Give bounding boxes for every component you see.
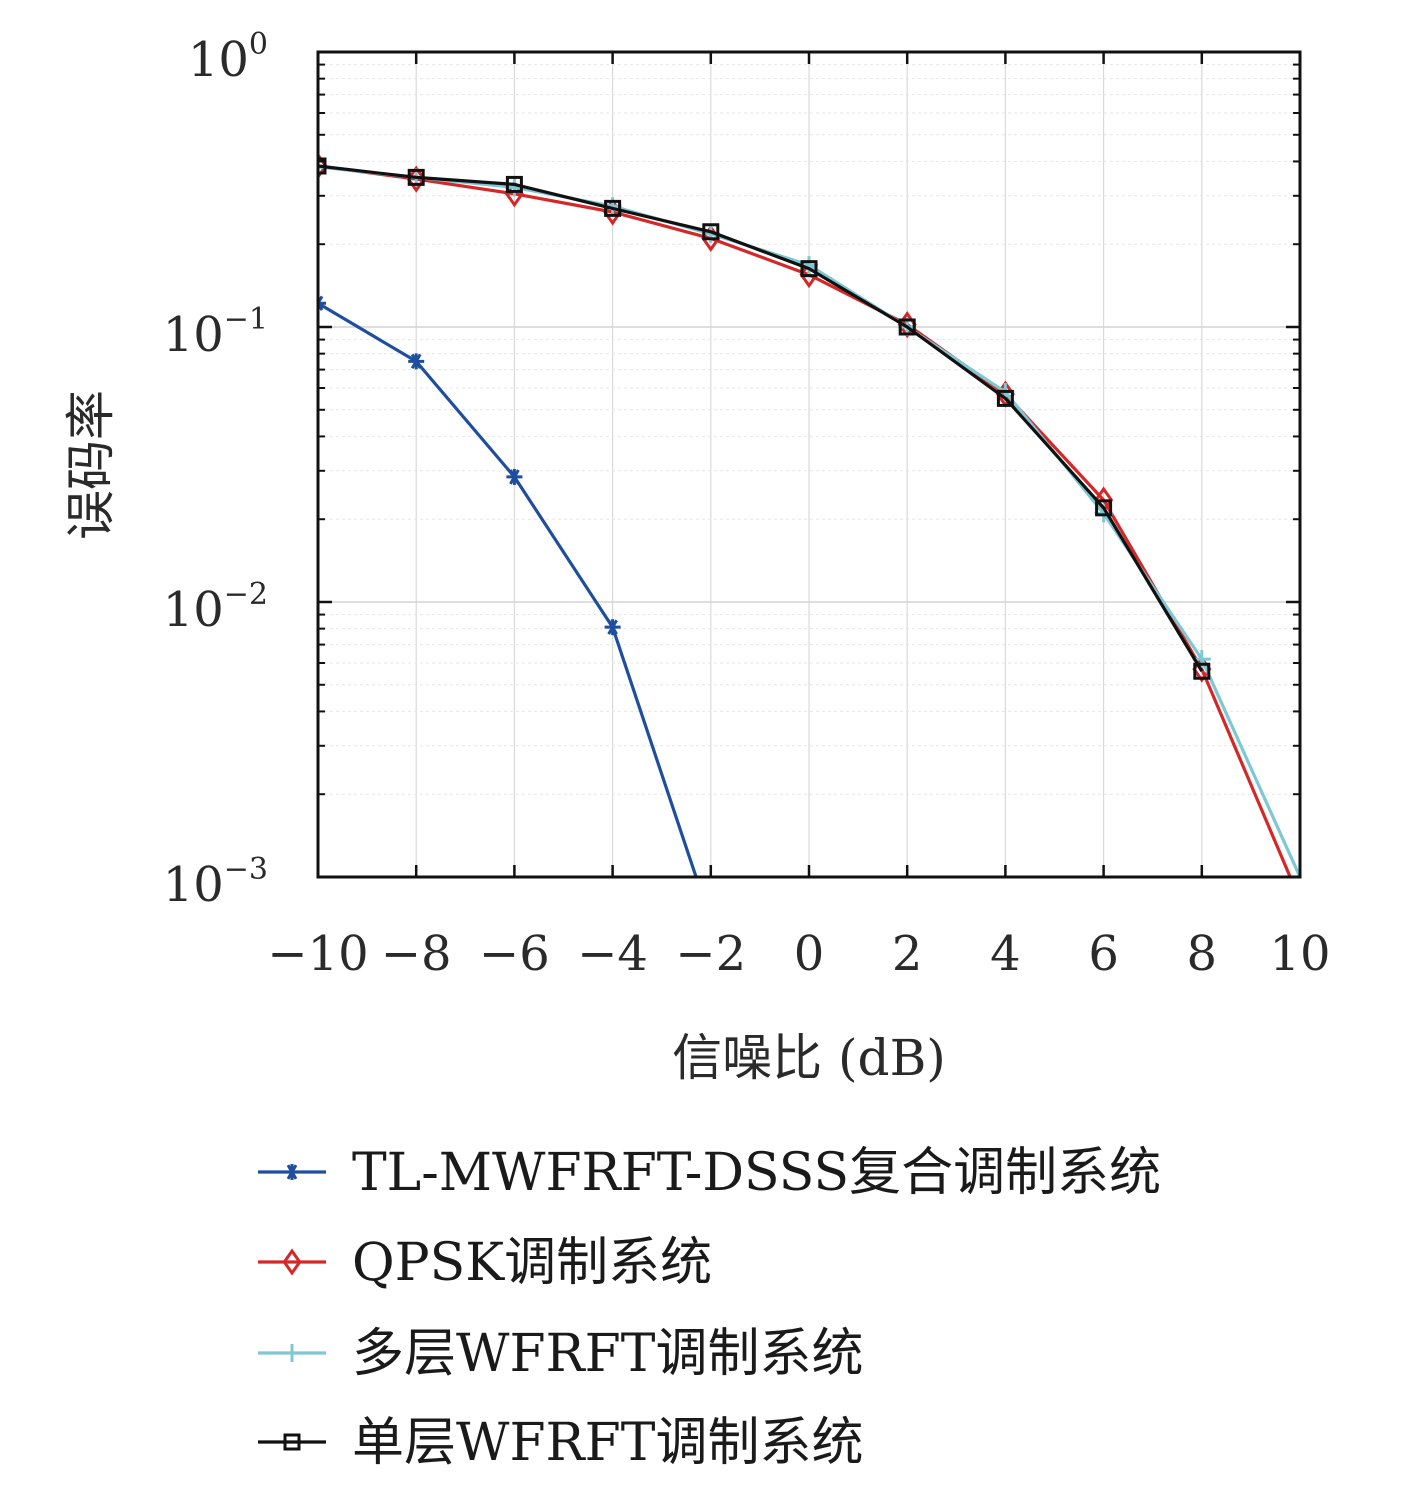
legend-item: QPSK调制系统 — [258, 1233, 712, 1293]
data-point — [408, 353, 425, 370]
data-point — [1193, 662, 1211, 680]
marker-shape — [898, 318, 916, 336]
marker-shape — [505, 175, 523, 193]
data-point — [505, 175, 523, 193]
legend: TL-MWFRFT-DSSS复合调制系统 QPSK调制系统多层WFRFT调制系统单… — [258, 1143, 1161, 1473]
x-tick-label: −8 — [381, 926, 452, 982]
x-tick-label: 4 — [990, 926, 1021, 982]
marker-shape — [282, 1248, 302, 1276]
marker-shape — [283, 1433, 301, 1451]
x-tick-label: −10 — [267, 926, 368, 982]
y-tick-label: 10−2 — [163, 577, 268, 638]
marker-shape — [1193, 662, 1211, 680]
legend-item: TL-MWFRFT-DSSS复合调制系统 — [258, 1143, 1161, 1203]
data-point — [506, 468, 523, 485]
legend-item: 多层WFRFT调制系统 — [258, 1324, 863, 1384]
marker-shape — [604, 199, 622, 217]
x-tick-label: −6 — [479, 926, 550, 982]
marker-shape — [318, 157, 327, 175]
ticks — [316, 50, 1302, 879]
marker-shape — [800, 260, 818, 278]
legend-label: QPSK调制系统 — [352, 1233, 712, 1293]
y-tick-label: 10−3 — [163, 852, 268, 913]
marker-shape — [1095, 499, 1113, 517]
marker-stroke — [318, 300, 324, 311]
marker-shape — [996, 389, 1014, 407]
x-tick-label: 0 — [794, 926, 825, 982]
legend-marker — [284, 1164, 300, 1180]
legend-marker — [282, 1248, 302, 1276]
data-point — [702, 223, 720, 241]
legend-marker — [283, 1344, 301, 1362]
series-4 — [318, 157, 1211, 680]
data-point — [1095, 499, 1113, 517]
y-tick-label: 10−1 — [163, 302, 268, 363]
data-point — [898, 318, 916, 336]
data-point — [604, 199, 622, 217]
y-tick-label: 100 — [188, 27, 268, 88]
y-tick-labels: 100 10−1 10−2 10−3 — [163, 27, 268, 913]
data-point — [318, 295, 326, 312]
x-tick-label: −4 — [577, 926, 648, 982]
marker-stroke — [318, 295, 324, 307]
series-line — [318, 164, 1204, 673]
marker-shape — [407, 168, 425, 186]
series-group — [318, 152, 1300, 877]
data-point — [318, 157, 327, 175]
series-1 — [318, 295, 698, 877]
x-tick-label: −2 — [675, 926, 746, 982]
data-point — [604, 619, 621, 636]
x-tick-labels: −10 −8 −6 −4 −2 0 2 4 6 8 10 — [267, 926, 1330, 982]
data-point — [800, 260, 818, 278]
y-axis-title: 误码率 — [62, 390, 120, 540]
data-point — [996, 389, 1014, 407]
legend-label: TL-MWFRFT-DSSS复合调制系统 — [352, 1143, 1161, 1203]
legend-item: 单层WFRFT调制系统 — [258, 1413, 863, 1473]
x-tick-label: 8 — [1187, 926, 1218, 982]
x-tick-label: 2 — [892, 926, 923, 982]
marker-shape — [702, 223, 720, 241]
x-axis-title: 信噪比 (dB) — [672, 1029, 946, 1087]
x-tick-label: 10 — [1269, 926, 1330, 982]
legend-label: 单层WFRFT调制系统 — [352, 1413, 863, 1473]
legend-label: 多层WFRFT调制系统 — [352, 1324, 863, 1384]
x-tick-label: 6 — [1088, 926, 1119, 982]
legend-marker — [283, 1433, 301, 1451]
data-point — [407, 168, 425, 186]
